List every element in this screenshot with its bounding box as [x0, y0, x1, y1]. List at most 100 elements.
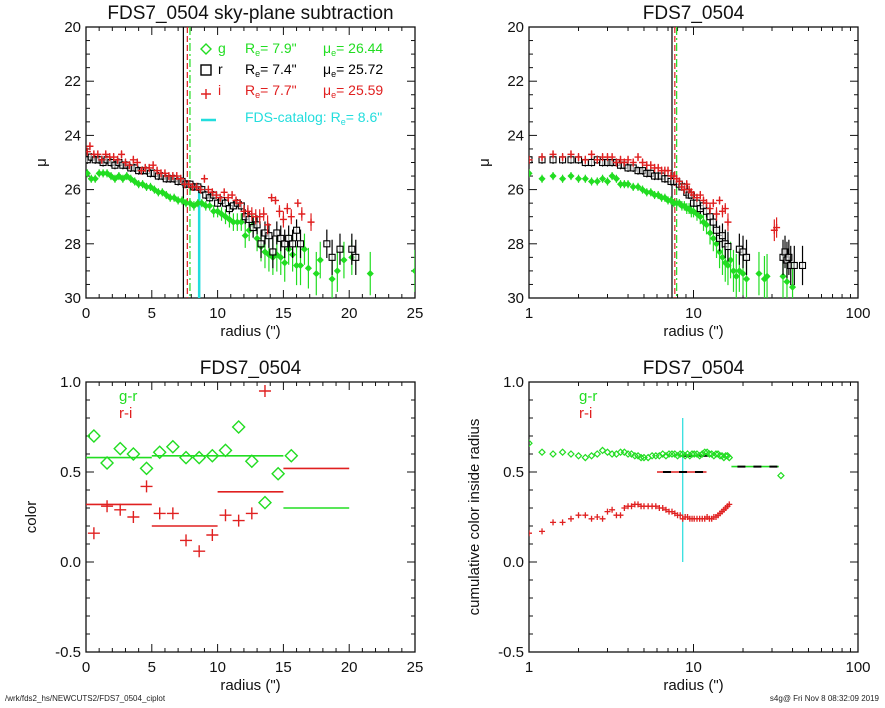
data-point [620, 159, 628, 166]
legend-re-value: = 7.9" [260, 40, 297, 56]
data-point [581, 175, 589, 183]
legend-subscript: e [331, 48, 336, 58]
x-tick-label: 20 [341, 659, 358, 676]
plot-area [86, 27, 415, 298]
data-point [559, 519, 566, 526]
data-point [273, 229, 281, 237]
data-point [293, 226, 301, 234]
data-point [153, 167, 161, 175]
legend-subscript: e [341, 117, 346, 127]
legend-mue-text: μe= 26.44 [323, 40, 383, 58]
data-point [538, 153, 546, 161]
data-point [366, 270, 374, 278]
data-point [587, 158, 596, 167]
data-point [253, 234, 261, 242]
data-point [718, 232, 727, 240]
data-point [608, 153, 616, 161]
chart-title: FDS7_0504 [200, 358, 302, 379]
data-point [549, 172, 557, 180]
data-point [712, 240, 721, 248]
y-tick-label: 24 [507, 127, 524, 144]
data-point [567, 450, 575, 458]
data-point [284, 448, 299, 463]
data-point [328, 275, 336, 283]
y-tick-label: 0.0 [503, 554, 524, 571]
data-point [700, 448, 709, 457]
data-point [218, 443, 233, 458]
data-point [129, 156, 137, 164]
data-point [115, 172, 123, 180]
data-point [312, 270, 320, 278]
data-point [604, 508, 611, 515]
y-tick-label: 22 [507, 73, 524, 90]
x-tick-label: 5 [148, 659, 156, 676]
data-point [178, 196, 186, 205]
data-point [690, 450, 699, 458]
data-point [693, 210, 701, 218]
data-point [627, 450, 636, 458]
data-point [629, 159, 637, 166]
data-point [208, 188, 216, 196]
data-point [588, 150, 596, 158]
data-point [150, 186, 158, 194]
data-point [634, 153, 642, 161]
data-point [742, 275, 751, 283]
data-point [411, 267, 415, 275]
data-point [567, 515, 574, 522]
data-point [236, 199, 244, 207]
data-point [664, 167, 672, 175]
data-point [593, 156, 601, 164]
legend-mue-value: = 25.59 [336, 82, 383, 98]
data-point [145, 164, 153, 172]
series-i [529, 150, 781, 242]
y-tick-label: 24 [64, 127, 81, 144]
data-point [702, 221, 711, 229]
data-point [118, 150, 126, 158]
data-point [336, 245, 344, 253]
x-axis-label: radius (") [663, 323, 723, 340]
data-point [709, 234, 717, 242]
data-point [608, 172, 616, 180]
data-point [296, 240, 305, 248]
legend-label: r-i [119, 405, 132, 422]
data-point [200, 175, 208, 183]
data-point [549, 150, 557, 158]
y-tick-label: 0.0 [60, 554, 81, 571]
data-point [140, 480, 153, 493]
data-point [275, 207, 283, 215]
legend-re-value: = 7.4" [260, 61, 297, 77]
data-point [139, 180, 147, 188]
data-point [307, 218, 315, 226]
data-point [231, 420, 246, 434]
data-point [706, 205, 714, 213]
data-point [788, 283, 797, 291]
data-point [724, 218, 732, 226]
data-point [94, 150, 102, 158]
data-point [609, 506, 616, 513]
data-point [729, 267, 738, 275]
legend-band-label: r [218, 61, 223, 77]
y-tick-label: 26 [64, 182, 81, 199]
data-point [712, 450, 720, 458]
data-point [241, 232, 249, 240]
data-point [152, 445, 167, 460]
data-point [574, 175, 583, 183]
data-point [718, 253, 727, 261]
data-point [248, 210, 256, 218]
y-tick-label: 1.0 [503, 374, 524, 391]
data-point [703, 199, 711, 207]
data-point [161, 169, 169, 177]
chart-profile-linear: FDS7_0504 sky-plane subtraction 0 5 10 15 20 2… [33, 3, 423, 340]
data-point [206, 202, 214, 210]
data-point [196, 186, 204, 194]
plot-area [529, 418, 785, 562]
data-point [662, 506, 669, 513]
data-point [538, 175, 546, 183]
y-axis-label: cumulative color inside radius [466, 419, 483, 616]
data-point [127, 175, 135, 183]
data-point [265, 232, 273, 240]
data-point [612, 175, 620, 183]
legend-re-text: Re= 7.7" [245, 82, 297, 100]
data-point [726, 501, 733, 508]
data-point [529, 439, 533, 448]
